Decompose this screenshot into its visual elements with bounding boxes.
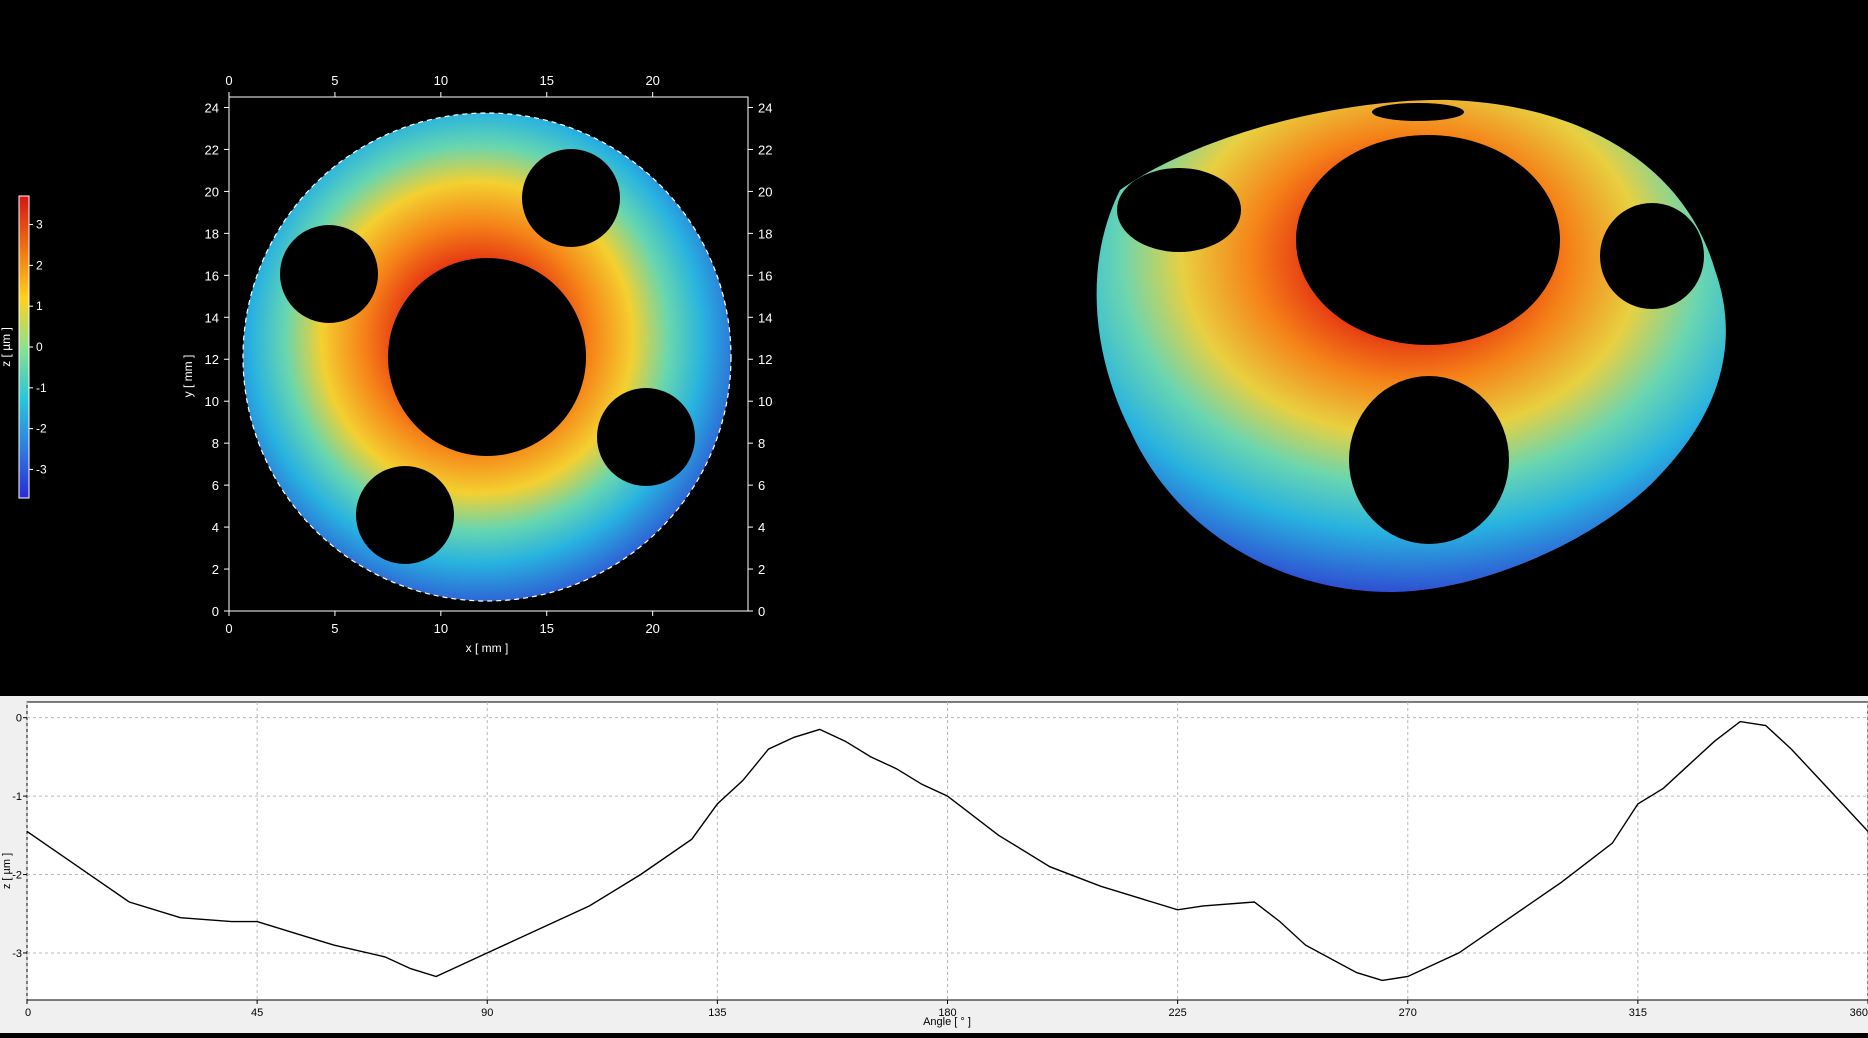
map2d-ytick-label: 20 bbox=[205, 184, 219, 199]
center-hole bbox=[388, 258, 586, 456]
map2d-xtick-label: 20 bbox=[645, 621, 659, 636]
hole-left-3d bbox=[1117, 168, 1241, 252]
map2d-xtick-label-top: 5 bbox=[331, 73, 338, 88]
y-axis-ticks: 0 -1 -2 -3 bbox=[12, 713, 27, 960]
x-tick-label: 225 bbox=[1168, 1007, 1186, 1019]
map2d-ytick-label: 2 bbox=[212, 562, 219, 577]
map2d-ytick-label: 10 bbox=[205, 394, 219, 409]
x-axis-ticks: 0 45 90 135 180 225 270 315 360 bbox=[25, 1000, 1868, 1019]
x-tick-label: 135 bbox=[708, 1007, 726, 1019]
y-tick-label: -1 bbox=[12, 791, 22, 803]
y-tick-label: -3 bbox=[12, 948, 22, 960]
map2d-fit-circle bbox=[242, 112, 732, 602]
map2d-ytick-label-right: 18 bbox=[758, 226, 772, 241]
x-tick-label: 315 bbox=[1629, 1007, 1647, 1019]
map2d-ytick-label-right: 4 bbox=[758, 520, 765, 535]
map2d-ytick-label-right: 2 bbox=[758, 562, 765, 577]
colorbar-tick-label: 3 bbox=[36, 218, 43, 232]
map2d-ytick-label: 14 bbox=[205, 310, 219, 325]
top-panel: 3 2 1 0 -1 -2 -3 z [ µm ] 0 0 5 5 10 10 15 15 20 20 0 0 2 2… bbox=[0, 73, 1726, 655]
map2d-xtick-label-top: 0 bbox=[225, 73, 232, 88]
x-tick-label: 45 bbox=[251, 1007, 263, 1019]
map2d-ytick-label: 6 bbox=[212, 478, 219, 493]
colorbar-tick-label: 0 bbox=[36, 340, 43, 354]
map2d-ytick-label-right: 14 bbox=[758, 310, 772, 325]
map2d-xlabel: x [ mm ] bbox=[466, 641, 509, 655]
map2d-ytick-label: 22 bbox=[205, 142, 219, 157]
colorbar-tick-label: -2 bbox=[36, 422, 47, 436]
colorbar-ticks: 3 2 1 0 -1 -2 -3 bbox=[29, 218, 47, 476]
map2d-ytick-label-right: 12 bbox=[758, 352, 772, 367]
surface-3d-body bbox=[1096, 99, 1726, 592]
x-tick-label: 90 bbox=[481, 1007, 493, 1019]
colorbar-tick-label: -3 bbox=[36, 462, 47, 476]
map2d-ytick-label-right: 8 bbox=[758, 436, 765, 451]
map2d-xtick-label-top: 15 bbox=[540, 73, 554, 88]
map2d-ytick-label: 8 bbox=[212, 436, 219, 451]
map2d-ytick-label-right: 0 bbox=[758, 604, 765, 619]
colorbar-tick-label: 1 bbox=[36, 299, 43, 313]
map2d-xtick-label: 0 bbox=[225, 621, 232, 636]
map2d-ytick-label-right: 22 bbox=[758, 142, 772, 157]
map2d-ytick-label-right: 16 bbox=[758, 268, 772, 283]
map2d-xtick-label: 15 bbox=[540, 621, 554, 636]
map2d-ytick-label-right: 20 bbox=[758, 184, 772, 199]
x-tick-label: 360 bbox=[1850, 1007, 1868, 1019]
profile-panel: 0 45 90 135 180 225 270 315 360 0 -1 -2 -3 Angle [ … bbox=[0, 696, 1868, 1033]
surface-3d-view bbox=[1096, 99, 1726, 592]
map2d-ytick-label-right: 6 bbox=[758, 478, 765, 493]
x-tick-label: 270 bbox=[1399, 1007, 1417, 1019]
map2d-xtick-label: 10 bbox=[434, 621, 448, 636]
y-tick-label: 0 bbox=[16, 713, 22, 725]
x-axis-label: Angle [ ° ] bbox=[923, 1016, 971, 1028]
hole-back-3d bbox=[1372, 103, 1464, 121]
y-tick-label: -2 bbox=[12, 870, 22, 882]
colorbar bbox=[18, 195, 30, 499]
series-line bbox=[26, 720, 1868, 982]
map2d-xtick-label-top: 10 bbox=[434, 73, 448, 88]
x-tick-label: 180 bbox=[938, 1007, 956, 1019]
map2d-ytick-label: 12 bbox=[205, 352, 219, 367]
colorbar-label: z [ µm ] bbox=[0, 327, 13, 367]
hole-front-3d bbox=[1349, 376, 1509, 544]
x-tick-label: 0 bbox=[25, 1007, 31, 1019]
map2d-ytick-label: 24 bbox=[205, 100, 219, 115]
profile-chart: 0 45 90 135 180 225 270 315 360 0 -1 -2 -3 Angle [ … bbox=[1, 701, 1868, 1028]
hole-upper-left bbox=[280, 225, 378, 323]
hole-lower-right bbox=[597, 388, 695, 486]
center-hole-3d bbox=[1296, 135, 1560, 345]
hole-upper-right bbox=[522, 149, 620, 247]
y-axis-label: z [ µm ] bbox=[1, 853, 13, 889]
map2d-ylabel: y [ mm ] bbox=[181, 355, 195, 398]
colorbar-tick-label: 2 bbox=[36, 258, 43, 272]
map2d-ytick-label-right: 10 bbox=[758, 394, 772, 409]
map2d-ytick-label: 16 bbox=[205, 268, 219, 283]
map2d-ytick-label: 0 bbox=[212, 604, 219, 619]
map2d-ytick-label: 18 bbox=[205, 226, 219, 241]
map2d-surface bbox=[242, 112, 732, 602]
map2d-xtick-label-top: 20 bbox=[645, 73, 659, 88]
map2d-ytick-label-right: 24 bbox=[758, 100, 772, 115]
map2d-ytick-label: 4 bbox=[212, 520, 219, 535]
hole-lower-left bbox=[356, 466, 454, 564]
hole-right-3d bbox=[1600, 203, 1704, 309]
colorbar-tick-label: -1 bbox=[36, 381, 47, 395]
map2d-xtick-label: 5 bbox=[331, 621, 338, 636]
map2d-frame bbox=[228, 96, 749, 612]
